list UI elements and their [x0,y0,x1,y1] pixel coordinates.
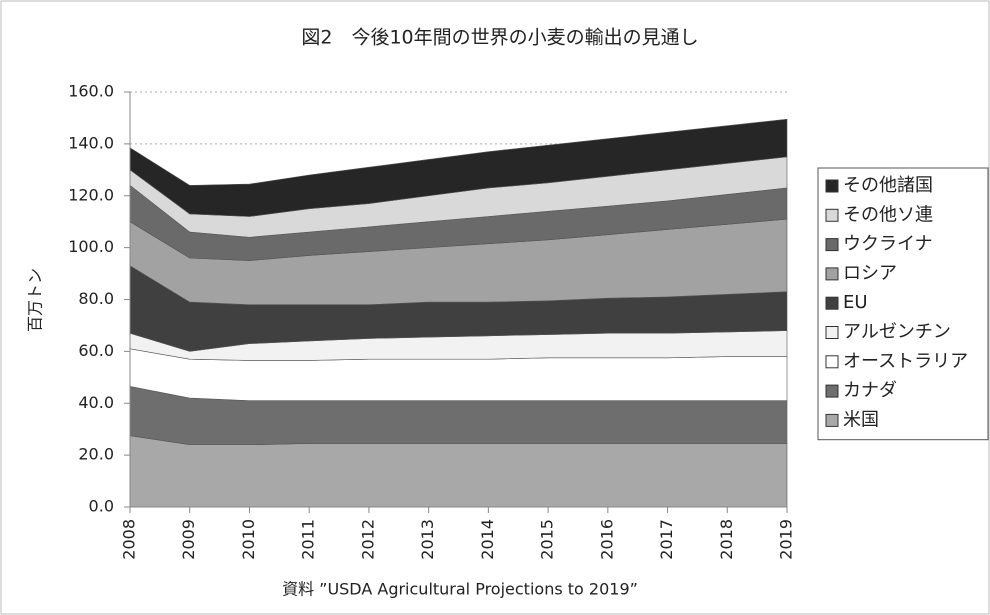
area [129,435,788,508]
legend-swatch [825,413,839,427]
x-tick-label: 2011 [299,519,318,560]
legend-swatch [825,296,839,310]
legend-swatch [825,267,839,281]
legend-label: アルゼンチン [843,322,951,343]
y-tick-label: 160.0 [68,82,114,101]
x-tick-label: 2012 [358,519,377,560]
legend-label: カナダ [843,380,897,401]
legend-label: ロシア [843,263,897,284]
legend-swatch [825,384,839,398]
y-tick-label: 40.0 [78,393,114,412]
y-tick-label: 20.0 [78,445,114,464]
x-tick-label: 2016 [597,519,616,560]
y-tick-label: 140.0 [68,133,114,152]
legend-label: オーストラリア [843,351,968,372]
legend-swatch [825,326,839,339]
x-tick-label: 2015 [538,519,557,560]
area [129,118,788,217]
legend-box [817,167,989,441]
legend-swatch [825,179,839,193]
y-tick-label: 80.0 [78,289,114,308]
legend-label: 米国 [843,409,879,430]
y-tick-label: 60.0 [78,341,114,360]
x-tick-label: 2017 [657,519,676,560]
source: 資料 ”USDA Agricultural Projections to 201… [282,580,638,599]
y-axis-label: 百万トン [26,268,45,332]
x-tick-label: 2009 [179,519,198,560]
legend-swatch [825,238,839,252]
x-tick-label: 2013 [418,519,437,560]
x-tick-label: 2019 [777,519,796,560]
y-tick-label: 120.0 [68,185,114,204]
chart-title: 図2 今後10年間の世界の小麦の輸出の見通し [301,27,698,49]
legend-label: EU [843,292,868,313]
legend-label: ウクライナ [843,234,933,255]
x-tick-label: 2008 [120,519,139,560]
x-tick-label: 2018 [717,519,736,560]
y-tick-label: 0.0 [89,497,114,516]
y-tick-label: 100.0 [68,237,114,256]
x-tick-label: 2010 [239,519,258,560]
legend-label: その他諸国 [843,175,933,196]
legend-swatch [825,355,839,369]
legend-label: その他ソ連 [843,204,933,225]
legend-swatch [825,208,839,222]
x-tick-label: 2014 [478,519,497,560]
